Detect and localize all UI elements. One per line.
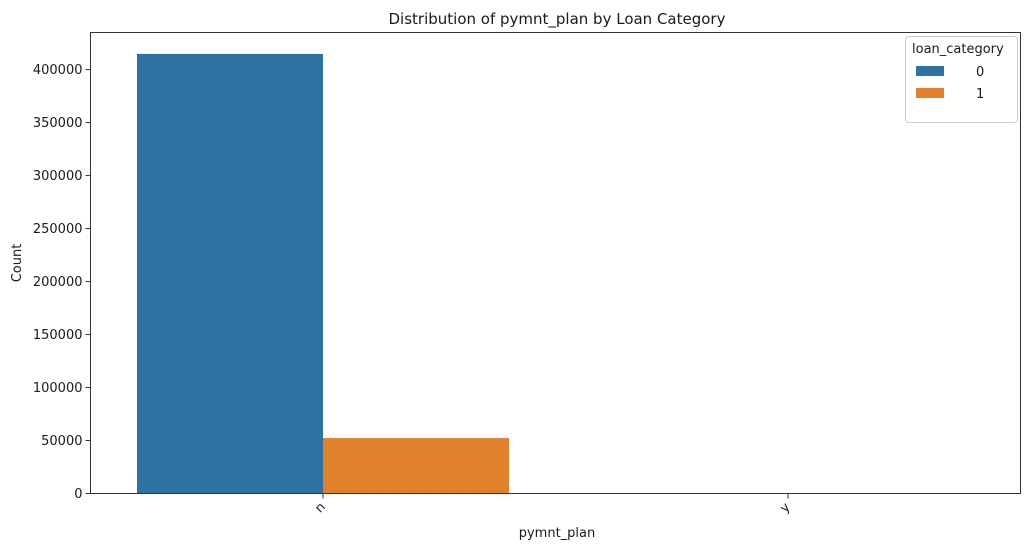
legend-frame <box>905 36 1018 123</box>
y-tick-label: 50000 <box>41 434 82 449</box>
y-tick-label: 250000 <box>33 222 83 237</box>
y-tick-label: 150000 <box>33 328 83 343</box>
legend-label-0: 0 <box>976 65 984 80</box>
chart-title: Distribution of pymnt_plan by Loan Categ… <box>389 10 726 29</box>
x-axis-label: pymnt_plan <box>519 526 596 541</box>
y-tick-label: 400000 <box>33 63 83 78</box>
y-tick-label: 300000 <box>33 169 83 184</box>
legend: loan_category 0 1 <box>905 36 1018 123</box>
y-tick-label: 0 <box>74 487 82 502</box>
legend-swatch-1 <box>916 88 944 98</box>
y-tick-label: 350000 <box>33 116 83 131</box>
x-tick-label: y <box>777 500 793 516</box>
legend-swatch-0 <box>916 66 944 76</box>
y-axis: 0 50000 100000 150000 200000 250000 300000 3500… <box>33 63 91 502</box>
legend-label-1: 1 <box>976 87 984 102</box>
legend-title: loan_category <box>912 42 1004 57</box>
y-tick-label: 200000 <box>33 275 83 290</box>
x-tick-label: n <box>312 500 328 516</box>
plot-area <box>137 53 974 494</box>
axes-frame <box>90 32 1021 494</box>
y-tick-label: 100000 <box>33 381 83 396</box>
y-axis-label: Count <box>10 244 25 283</box>
bar-n-series-1 <box>323 438 509 494</box>
bar-n-series-0 <box>137 53 323 494</box>
